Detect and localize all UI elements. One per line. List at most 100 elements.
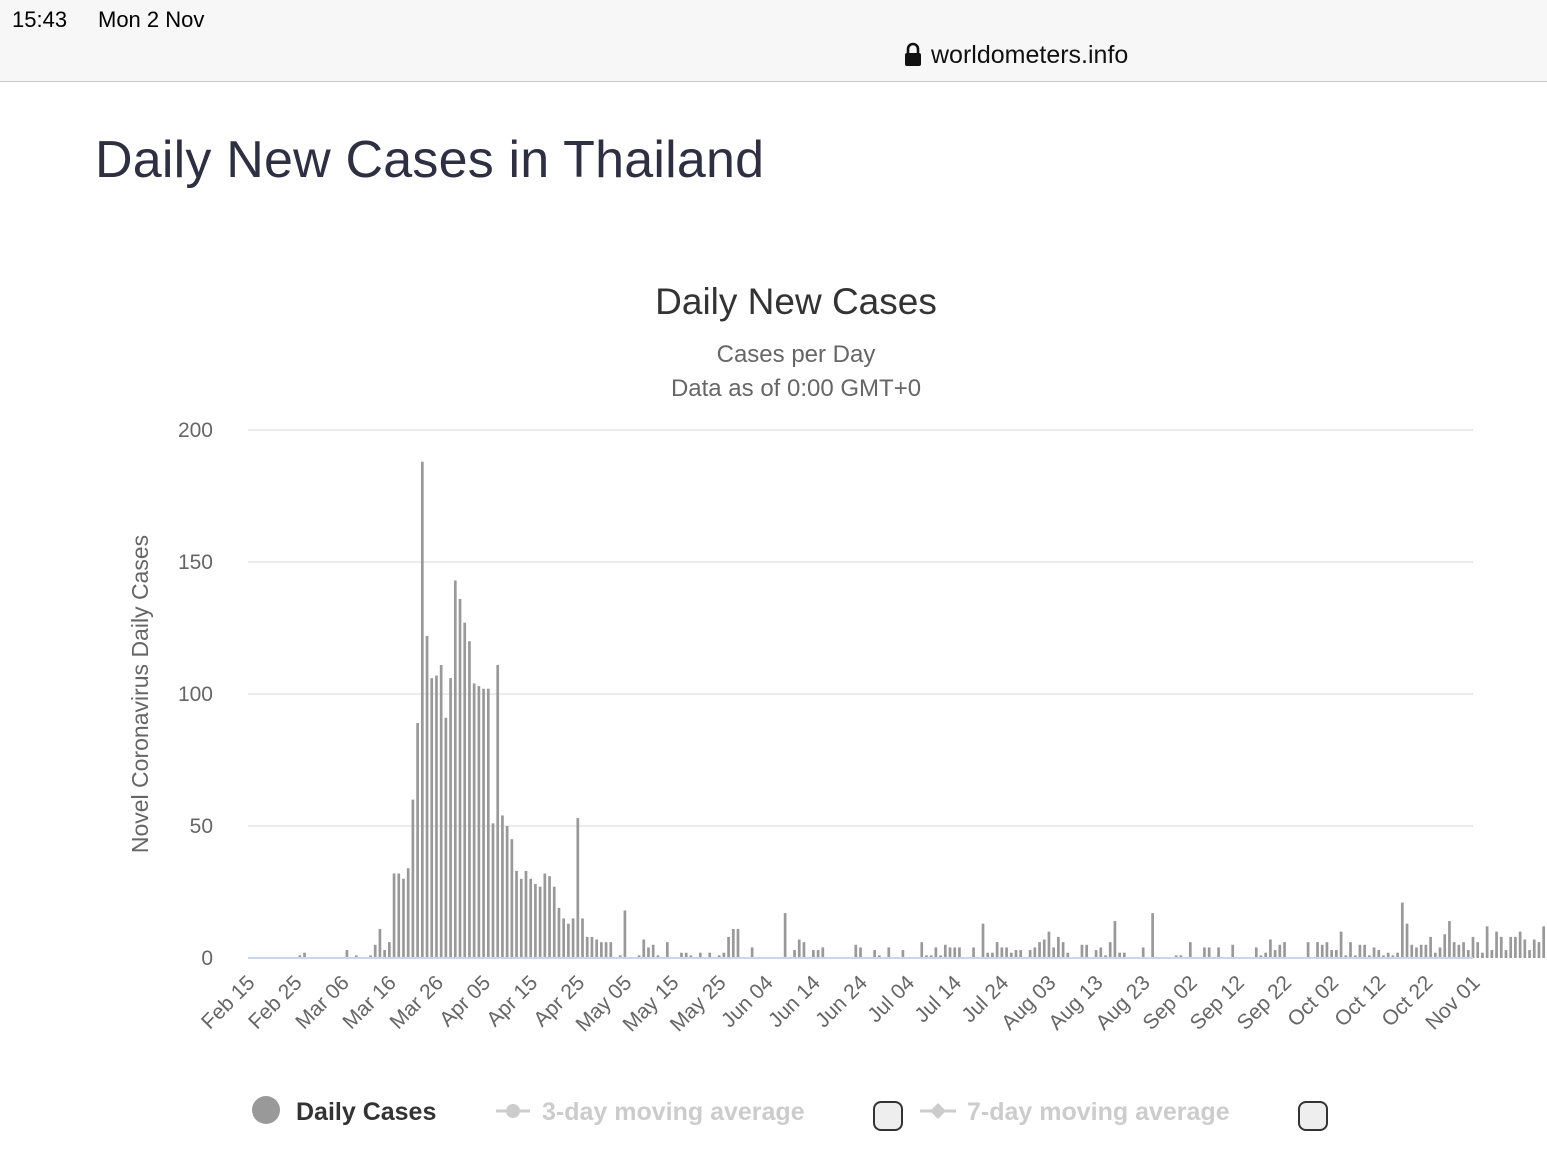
bar[interactable] [958, 947, 961, 958]
bar[interactable] [1485, 926, 1489, 958]
bar[interactable] [1019, 950, 1023, 958]
bar[interactable] [986, 952, 990, 958]
checkbox-7day[interactable] [1298, 1101, 1328, 1131]
bar[interactable] [1466, 950, 1470, 958]
bar[interactable] [1537, 942, 1541, 958]
bar[interactable] [1386, 952, 1390, 958]
bar[interactable] [1372, 947, 1376, 958]
bar[interactable] [1207, 947, 1211, 958]
bar[interactable] [1118, 952, 1121, 958]
bar[interactable] [1104, 955, 1107, 958]
bar[interactable] [1424, 944, 1428, 958]
bar[interactable] [1099, 947, 1103, 958]
bar[interactable] [656, 955, 660, 958]
bar[interactable] [647, 947, 650, 958]
bar[interactable] [665, 942, 669, 958]
bar[interactable] [1014, 950, 1018, 958]
bar[interactable] [1052, 947, 1056, 958]
bar[interactable] [1038, 942, 1041, 958]
bar[interactable] [1259, 955, 1263, 958]
bar[interactable] [1349, 942, 1352, 958]
legend-item-7day-average[interactable]: 7-day moving average [920, 1098, 1230, 1126]
bar[interactable] [524, 870, 528, 958]
bar[interactable] [496, 664, 500, 958]
bar[interactable] [1358, 944, 1362, 958]
bar[interactable] [1405, 923, 1409, 958]
bar[interactable] [453, 580, 457, 958]
bar[interactable] [925, 955, 928, 958]
bar[interactable] [1306, 942, 1310, 958]
bar[interactable] [684, 952, 688, 958]
bar[interactable] [411, 799, 415, 958]
bar[interactable] [1499, 936, 1503, 958]
bar[interactable] [1283, 942, 1286, 958]
bar[interactable] [1278, 944, 1282, 958]
bar[interactable] [1433, 952, 1437, 958]
bar[interactable] [1363, 944, 1366, 958]
legend-item-daily-cases[interactable]: Daily Cases [252, 1096, 436, 1126]
bar[interactable] [1151, 913, 1154, 958]
bar[interactable] [750, 947, 754, 958]
bar[interactable] [1080, 944, 1084, 958]
bar[interactable] [604, 942, 608, 958]
bar[interactable] [821, 947, 825, 958]
bar[interactable] [1514, 936, 1517, 958]
bar[interactable] [505, 826, 509, 958]
bar[interactable] [948, 947, 952, 958]
bar[interactable] [727, 936, 730, 958]
bar[interactable] [510, 839, 514, 958]
bar[interactable] [1415, 947, 1418, 958]
bar[interactable] [1005, 947, 1008, 958]
bar[interactable] [383, 950, 386, 958]
bar[interactable] [373, 944, 377, 958]
bar[interactable] [1316, 942, 1319, 958]
bar[interactable] [1269, 939, 1272, 958]
bar[interactable] [1368, 955, 1371, 958]
bar[interactable] [623, 910, 627, 958]
bar[interactable] [943, 944, 947, 958]
bar[interactable] [1419, 944, 1423, 958]
bar[interactable] [953, 947, 957, 958]
bar[interactable] [1330, 950, 1333, 958]
bar[interactable] [1123, 952, 1126, 958]
bar[interactable] [1047, 931, 1051, 958]
bar[interactable] [1457, 944, 1461, 958]
bar[interactable] [887, 947, 891, 958]
bar[interactable] [369, 955, 372, 958]
bar[interactable] [1273, 950, 1277, 958]
bar[interactable] [1523, 939, 1527, 958]
bar[interactable] [482, 688, 485, 958]
bar[interactable] [557, 907, 561, 958]
bar[interactable] [543, 873, 547, 958]
bar[interactable] [1141, 947, 1145, 958]
bar[interactable] [1528, 950, 1531, 958]
bar[interactable] [486, 688, 490, 958]
bar[interactable] [552, 886, 556, 958]
bar[interactable] [1231, 944, 1235, 958]
bar[interactable] [920, 942, 924, 958]
bar[interactable] [1542, 926, 1546, 958]
bar[interactable] [406, 868, 410, 958]
bar[interactable] [802, 942, 806, 958]
bar[interactable] [435, 675, 438, 958]
bar[interactable] [1353, 955, 1357, 958]
bar[interactable] [571, 918, 575, 958]
bar[interactable] [1217, 947, 1220, 958]
bar[interactable] [1344, 955, 1348, 958]
bar[interactable] [1254, 947, 1258, 958]
bar[interactable] [1325, 942, 1329, 958]
bar[interactable] [1509, 936, 1513, 958]
bar[interactable] [812, 950, 815, 958]
bar[interactable] [939, 955, 942, 958]
bar[interactable] [783, 913, 787, 958]
bar[interactable] [1471, 936, 1475, 958]
bar[interactable] [878, 955, 881, 958]
bar[interactable] [1057, 936, 1060, 958]
bar[interactable] [731, 928, 735, 958]
bar[interactable] [463, 622, 467, 958]
bar[interactable] [430, 678, 434, 958]
bar[interactable] [1113, 921, 1117, 958]
bar[interactable] [1504, 950, 1508, 958]
bar[interactable] [402, 878, 405, 958]
bar[interactable] [439, 664, 443, 958]
